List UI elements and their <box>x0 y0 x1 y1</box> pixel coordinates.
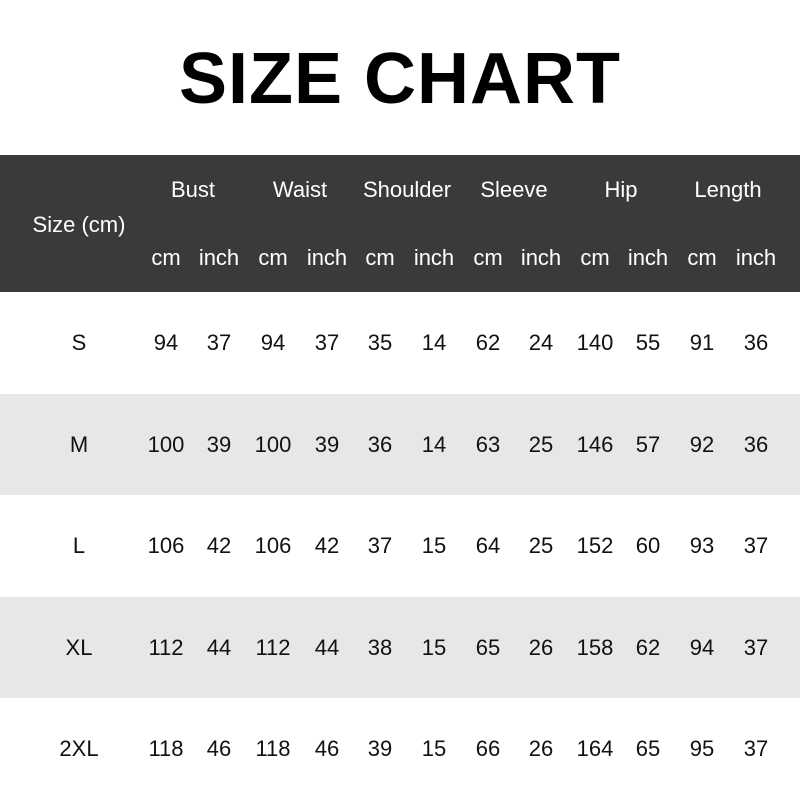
table-cell: 14 <box>421 330 447 355</box>
table-cell: 14 <box>421 431 447 457</box>
table-cell: 35 <box>367 330 393 355</box>
unit-inch-header: inch <box>413 245 455 270</box>
table-cell: 36 <box>743 431 769 457</box>
table-cell: 66 <box>475 736 501 762</box>
table-cell: 100 <box>147 431 185 457</box>
unit-inch-header: inch <box>627 245 669 270</box>
column-group-shoulder: Shoulder <box>362 177 452 202</box>
size-label: M <box>69 431 89 457</box>
unit-cm-header: cm <box>151 245 181 270</box>
table-cell: 42 <box>206 533 232 559</box>
size-label: S <box>71 330 87 355</box>
table-cell: 94 <box>260 330 286 355</box>
table-cell: 25 <box>528 431 554 457</box>
table-cell: 37 <box>743 736 769 762</box>
table-cell: 37 <box>743 634 769 660</box>
table-cell: 37 <box>206 330 232 355</box>
table-cell: 100 <box>254 431 292 457</box>
table-cell: 36 <box>367 431 393 457</box>
page-title: SIZE CHART <box>179 39 621 119</box>
table-cell: 37 <box>314 330 340 355</box>
column-group-sleeve: Sleeve <box>480 177 548 202</box>
table-cell: 164 <box>576 736 614 762</box>
size-column-header: Size (cm) <box>32 212 126 237</box>
unit-inch-header: inch <box>520 245 562 270</box>
table-cell: 106 <box>254 533 292 559</box>
size-label: XL <box>65 634 93 660</box>
table-cell: 25 <box>528 533 554 559</box>
table-cell: 112 <box>148 634 184 660</box>
table-cell: 46 <box>314 736 340 762</box>
table-cell: 140 <box>576 330 614 355</box>
table-cell: 44 <box>314 634 340 660</box>
unit-cm-header: cm <box>258 245 288 270</box>
unit-cm-header: cm <box>580 245 610 270</box>
table-cell: 158 <box>576 634 614 660</box>
table-header: Size (cm) Bust Waist Shoulder Sleeve Hip Leng… <box>0 155 800 292</box>
table-cell: 36 <box>743 330 769 355</box>
table-cell: 62 <box>635 634 661 660</box>
column-group-bust: Bust <box>170 177 216 202</box>
table-cell: 24 <box>528 330 554 355</box>
unit-inch-header: inch <box>198 245 240 270</box>
table-cell: 37 <box>367 533 393 559</box>
table-cell: 39 <box>367 736 393 762</box>
table-cell: 146 <box>576 431 614 457</box>
table-row: L 106 42 106 42 37 15 64 25 152 60 93 37 <box>0 495 800 596</box>
table-cell: 94 <box>153 330 179 355</box>
table-cell: 26 <box>528 736 554 762</box>
table-row: S 94 37 94 37 35 14 62 24 140 55 91 36 <box>0 292 800 393</box>
table-cell: 44 <box>206 634 232 660</box>
table-row: M 100 39 100 39 36 14 63 25 146 57 92 36 <box>0 393 800 495</box>
table-cell: 15 <box>421 736 447 762</box>
table-cell: 94 <box>689 634 715 660</box>
column-group-hip: Hip <box>604 177 638 202</box>
table-cell: 106 <box>147 533 185 559</box>
table-cell: 63 <box>475 431 501 457</box>
table-cell: 91 <box>689 330 715 355</box>
unit-inch-header: inch <box>735 245 777 270</box>
table-row: XL 112 44 112 44 38 15 65 26 158 62 94 37 <box>0 596 800 698</box>
table-cell: 93 <box>689 533 715 559</box>
table-cell: 65 <box>635 736 661 762</box>
unit-cm-header: cm <box>687 245 717 270</box>
column-group-waist: Waist <box>272 177 328 202</box>
table-cell: 42 <box>314 533 340 559</box>
table-cell: 39 <box>314 431 340 457</box>
table-cell: 57 <box>635 431 661 457</box>
table-cell: 65 <box>475 634 501 660</box>
table-row: 2XL 118 46 118 46 39 15 66 26 164 65 95 37 <box>0 698 800 799</box>
column-group-length: Length <box>694 177 762 202</box>
table-cell: 39 <box>206 431 232 457</box>
table-cell: 15 <box>421 634 447 660</box>
table-cell: 118 <box>148 736 184 762</box>
table-cell: 64 <box>475 533 501 559</box>
table-cell: 38 <box>367 634 393 660</box>
unit-inch-header: inch <box>306 245 348 270</box>
table-cell: 55 <box>635 330 661 355</box>
table-cell: 60 <box>635 533 661 559</box>
size-label: 2XL <box>59 736 99 762</box>
table-cell: 15 <box>421 533 447 559</box>
unit-cm-header: cm <box>473 245 503 270</box>
table-cell: 26 <box>528 634 554 660</box>
table-cell: 95 <box>689 736 715 762</box>
table-cell: 118 <box>255 736 291 762</box>
size-label: L <box>72 533 86 559</box>
table-cell: 62 <box>475 330 501 355</box>
table-cell: 37 <box>743 533 769 559</box>
table-cell: 92 <box>689 431 715 457</box>
unit-cm-header: cm <box>365 245 395 270</box>
table-cell: 46 <box>206 736 232 762</box>
table-cell: 152 <box>576 533 614 559</box>
table-cell: 112 <box>255 634 291 660</box>
